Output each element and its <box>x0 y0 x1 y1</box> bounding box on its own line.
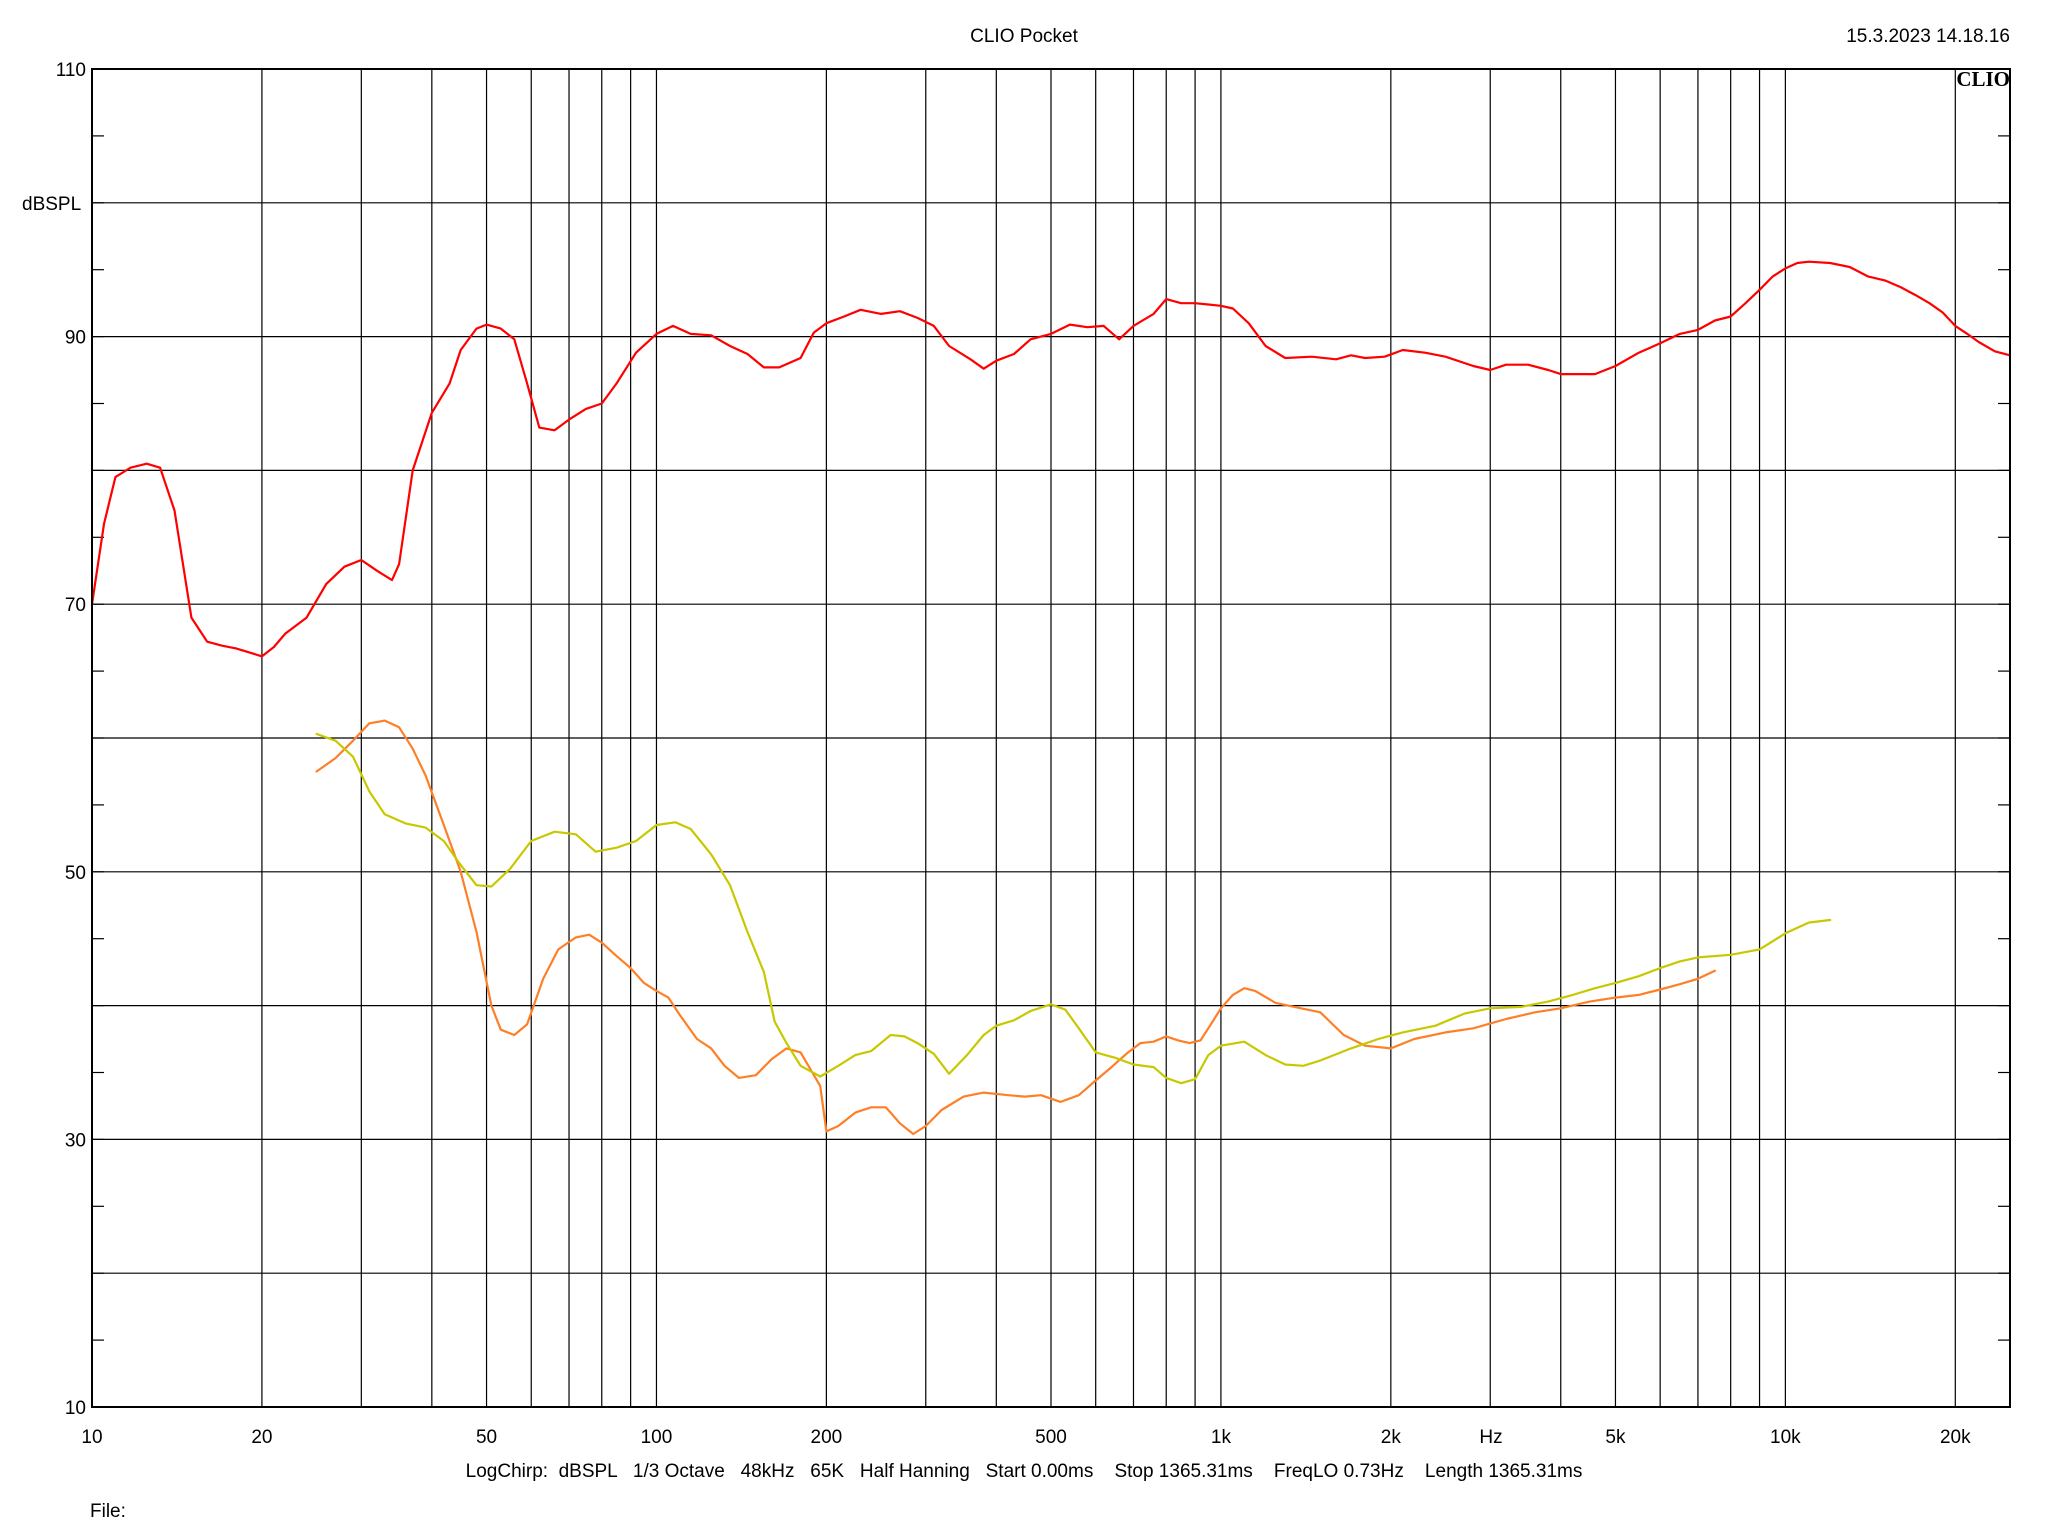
grid <box>92 69 2010 1407</box>
x-tick-label: 50 <box>476 1427 497 1448</box>
x-tick-label: 100 <box>641 1427 673 1448</box>
x-tick-label: 200 <box>811 1427 843 1448</box>
plot-frame <box>91 68 2011 1408</box>
timestamp: 15.3.2023 14.18.16 <box>1846 26 2010 47</box>
y-tick-label: 50 <box>65 863 86 884</box>
y-tick-label: 70 <box>65 595 86 616</box>
y-axis-label: dBSPL <box>22 194 81 215</box>
clio-brand-mark: CLIO <box>1956 67 2010 91</box>
x-tick-label: 5k <box>1605 1427 1626 1448</box>
y-tick-label: 110 <box>56 60 86 81</box>
series-line-2 <box>315 719 1717 1136</box>
series-layer <box>90 260 2012 1136</box>
x-axis-label: Hz <box>1479 1427 1502 1448</box>
x-tick-label: 1k <box>1211 1427 1232 1448</box>
chart-title: CLIO Pocket <box>970 26 1078 47</box>
measurement-settings: LogChirp: dBSPL 1/3 Octave 48kHz 65K Hal… <box>466 1461 1583 1482</box>
series-line-1 <box>90 260 2012 658</box>
y-tick-label: 90 <box>65 328 86 349</box>
x-tick-label: 500 <box>1035 1427 1067 1448</box>
x-tick-label: 20 <box>251 1427 272 1448</box>
y-tick-label: 30 <box>65 1130 86 1151</box>
file-label: File: <box>90 1501 126 1522</box>
x-tick-label: 20k <box>1940 1427 1971 1448</box>
y-tick-label: 10 <box>65 1398 86 1419</box>
x-tick-label: 10k <box>1770 1427 1801 1448</box>
x-tick-label: 10 <box>81 1427 102 1448</box>
tick-labels: 10 20 50 100 200 500 1k 2k 5k 10k 20k 10 30 50 70 90 110 <box>56 60 1971 1448</box>
series-line-3 <box>315 732 1832 1085</box>
x-tick-label: 2k <box>1381 1427 1402 1448</box>
